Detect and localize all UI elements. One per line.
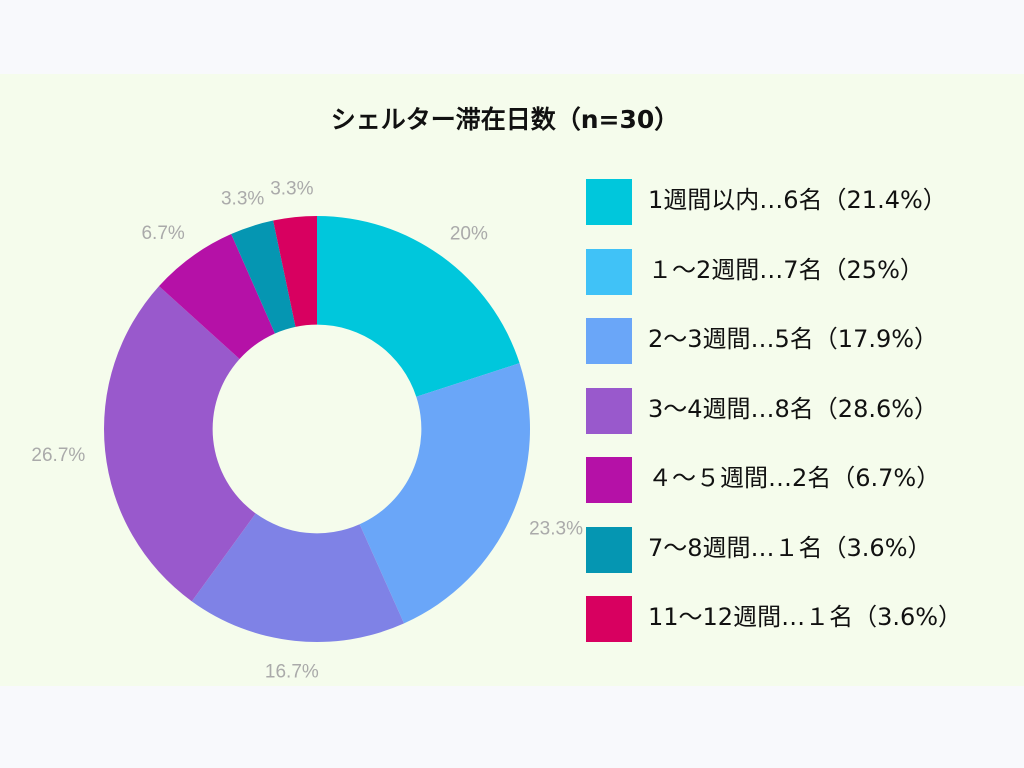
legend-label: １～2週間…7名（25%） bbox=[648, 255, 924, 284]
legend-swatch bbox=[586, 596, 632, 642]
chart-title: シェルター滞在日数（n=30） bbox=[330, 105, 680, 134]
slice-value-label-5: 6.7% bbox=[141, 223, 184, 244]
legend-swatch bbox=[586, 457, 632, 503]
legend-swatch bbox=[586, 526, 632, 573]
legend-label: 11～12週間…１名（3.6%） bbox=[648, 603, 963, 631]
legend-label: 2～3週間…5名（17.9%） bbox=[648, 325, 939, 353]
pie-slice-1 bbox=[317, 216, 520, 397]
legend-label: 3～4週間…8名（28.6%） bbox=[648, 394, 939, 423]
legend-swatch bbox=[586, 179, 632, 225]
legend-label: 1週間以内…6名（21.4%） bbox=[648, 186, 947, 214]
legend-swatch bbox=[586, 318, 632, 364]
legend-swatch bbox=[586, 248, 632, 295]
legend-label: ４～５週間…2名（6.7%） bbox=[648, 464, 941, 492]
slice-value-label-2: 23.3% bbox=[529, 519, 583, 540]
pie-slice-6 bbox=[231, 220, 296, 334]
pie-slice-2 bbox=[359, 363, 530, 624]
slice-value-label-4: 26.7% bbox=[31, 445, 85, 466]
slice-value-label-3: 16.7% bbox=[265, 662, 319, 683]
pie-slice-7 bbox=[273, 216, 317, 327]
slice-value-label-6: 3.3% bbox=[221, 189, 264, 210]
legend-label: 7～8週間…１名（3.6%） bbox=[648, 533, 932, 562]
legend-swatch bbox=[586, 387, 632, 434]
pie-slice-4 bbox=[104, 286, 256, 602]
slice-value-label-1: 20% bbox=[450, 223, 488, 244]
pie-slice-5 bbox=[159, 234, 275, 360]
slice-value-label-7: 3.3% bbox=[270, 178, 313, 199]
pie-slice-3 bbox=[191, 513, 405, 643]
